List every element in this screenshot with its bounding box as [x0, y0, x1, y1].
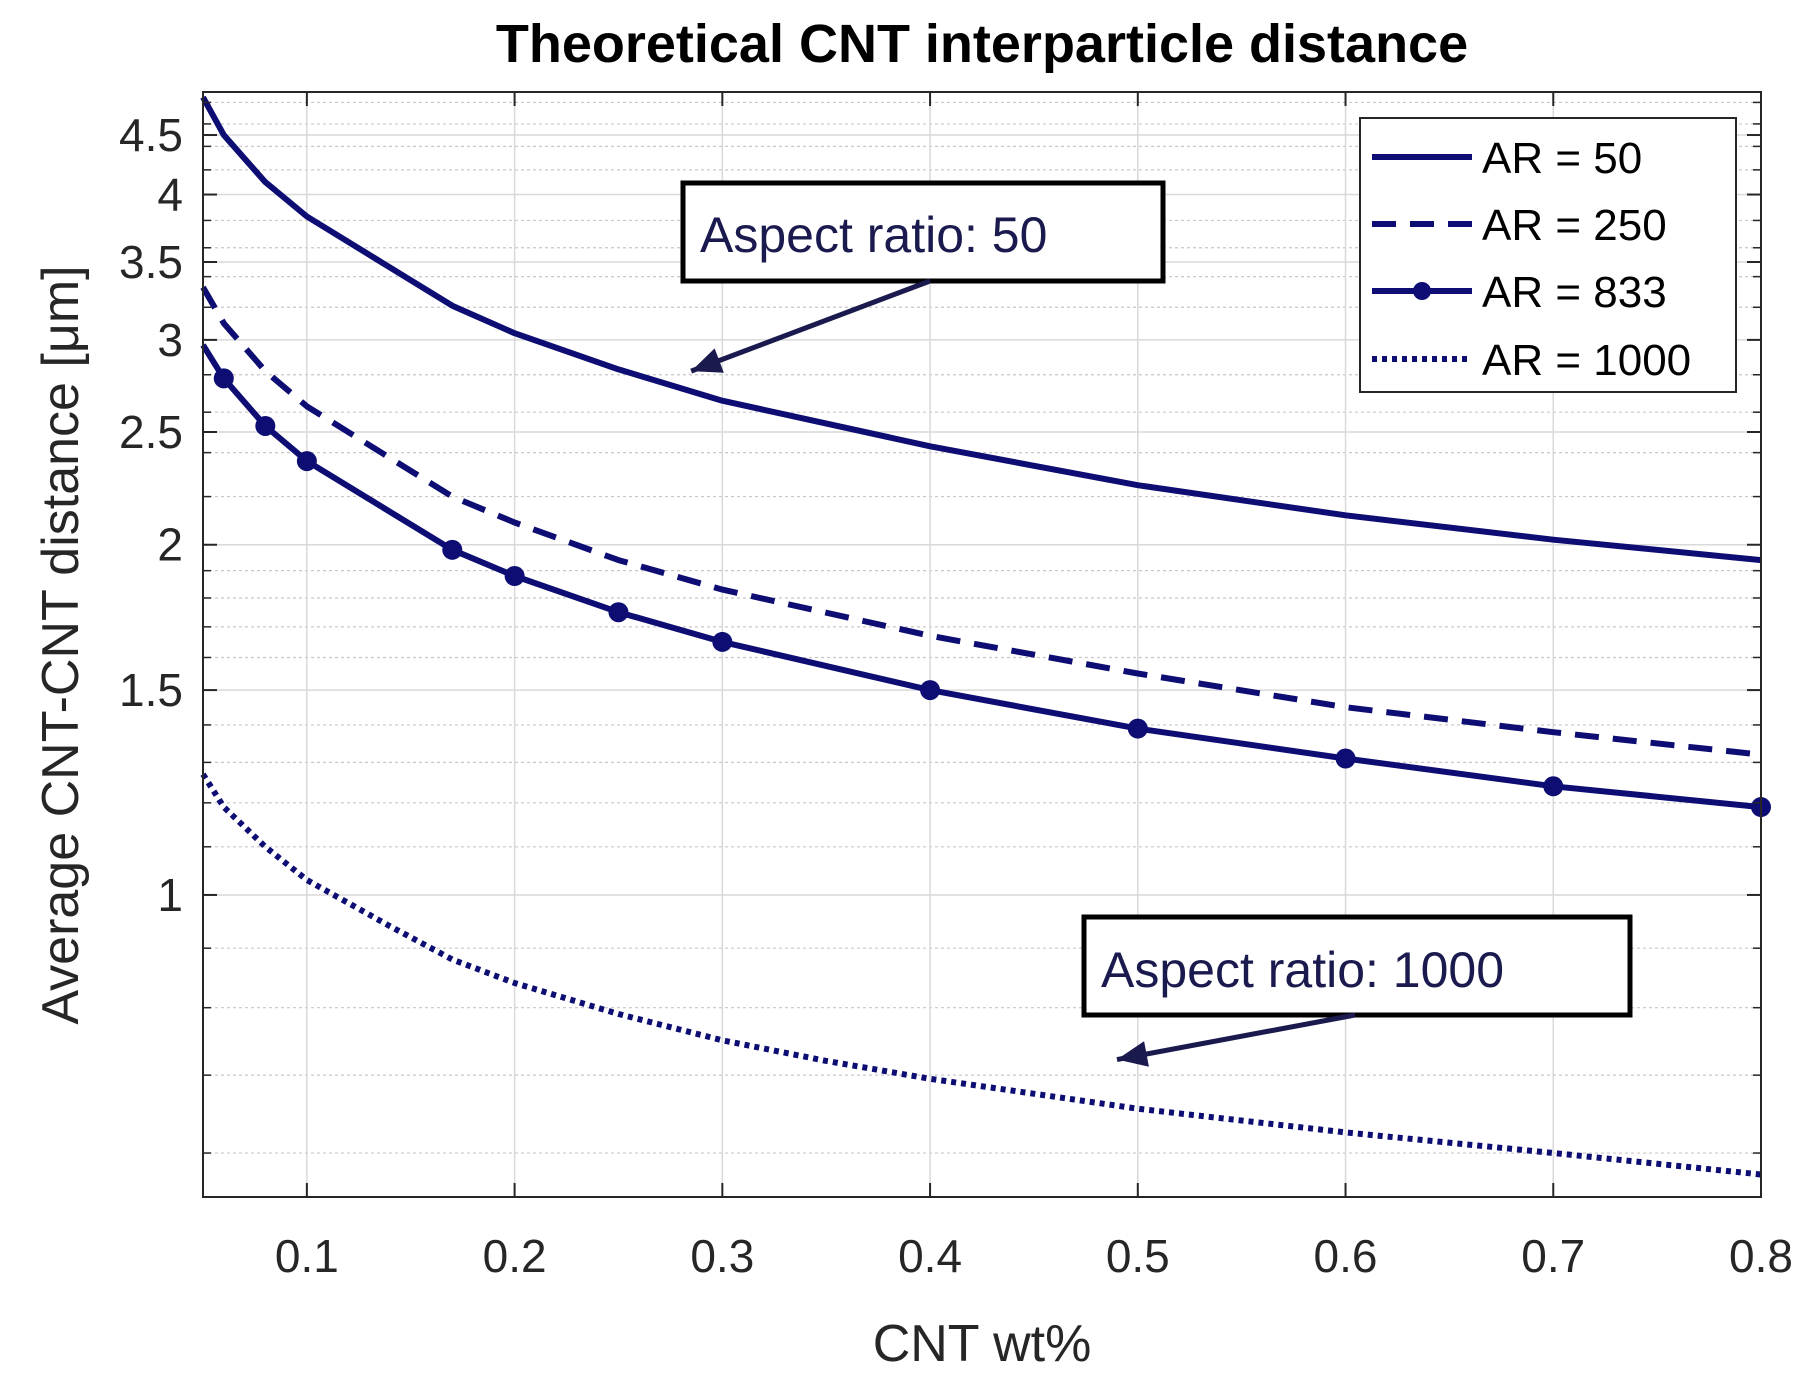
x-tick-label: 0.3 [690, 1230, 754, 1282]
annotation-arrow-head [1117, 1041, 1149, 1067]
legend-label-ar-50: AR = 50 [1482, 134, 1642, 183]
y-tick-label: 3 [157, 314, 183, 366]
data-point-ar-833 [1543, 776, 1564, 797]
annotation-text-ar-50: Aspect ratio: 50 [700, 207, 1047, 263]
series-line-ar-250 [200, 285, 1762, 758]
annotation-arrow-shaft [1116, 1012, 1356, 1062]
x-axis-label: CNT wt% [873, 1315, 1092, 1373]
y-tick-label: 2.5 [119, 406, 183, 458]
annotation-arrow-ar-50 [690, 278, 931, 374]
series-lines [200, 95, 1771, 1178]
data-point-ar-833 [213, 368, 234, 389]
annotation-box-ar-50 [680, 180, 1166, 284]
legend-label-ar-250: AR = 250 [1482, 201, 1667, 250]
y-tick-label: 4.5 [119, 109, 183, 161]
y-axis-label: Average CNT-CNT distance [μm] [32, 265, 90, 1024]
y-tick-label: 4 [157, 169, 183, 221]
data-point-ar-833 [1127, 718, 1148, 739]
legend: AR = 50 AR = 250 AR = 833 AR = 1000 [1359, 117, 1737, 393]
legend-marker-ar-833 [1413, 282, 1431, 300]
data-point-ar-833 [608, 602, 629, 623]
legend-entry-ar-50: AR = 50 [1372, 134, 1642, 183]
legend-label-ar-1000: AR = 1000 [1482, 336, 1691, 385]
x-tick-label: 0.4 [898, 1230, 962, 1282]
y-tick-label: 3.5 [119, 236, 183, 288]
y-tick-label: 1 [157, 869, 183, 921]
data-point-ar-833 [1335, 748, 1356, 769]
legend-entry-ar-1000: AR = 1000 [1372, 336, 1691, 385]
axes-frame [202, 91, 1762, 1198]
legend-entry-ar-250: AR = 250 [1372, 201, 1667, 250]
series-line-ar-1000 [200, 772, 1762, 1178]
data-point-ar-833 [255, 415, 276, 436]
data-point-ar-833 [442, 539, 463, 560]
annotation-text-ar-1000: Aspect ratio: 1000 [1101, 942, 1504, 998]
data-point-ar-833 [712, 631, 733, 652]
x-tick-label: 0.7 [1521, 1230, 1585, 1282]
annotation-box-ar-1000 [1081, 914, 1633, 1018]
chart-title: Theoretical CNT interparticle distance [496, 14, 1468, 74]
annotation-ar-50: Aspect ratio: 50 [680, 180, 1166, 374]
x-tick-label: 0.6 [1314, 1230, 1378, 1282]
x-tick-label: 0.2 [483, 1230, 547, 1282]
data-point-ar-833 [920, 680, 941, 701]
x-tick-label: 0.8 [1729, 1230, 1793, 1282]
annotation-arrow-shaft [690, 278, 931, 374]
legend-box [1359, 117, 1737, 393]
annotation-ar-1000: Aspect ratio: 1000 [1081, 914, 1633, 1067]
legend-label-ar-833: AR = 833 [1482, 268, 1667, 317]
y-tick-label: 1.5 [119, 664, 183, 716]
series-line-ar-50 [200, 95, 1762, 564]
x-tick-label: 0.1 [275, 1230, 339, 1282]
annotation-arrow-head [691, 348, 724, 373]
x-tick-label: 0.5 [1106, 1230, 1170, 1282]
data-point-ar-833 [504, 566, 525, 587]
annotation-arrow-ar-1000 [1116, 1012, 1356, 1067]
y-tick-label: 2 [157, 519, 183, 571]
data-point-ar-833 [296, 451, 317, 472]
axis-ticks: 0.1 0.2 0.3 0.4 0.5 0.6 0.7 0.8 1 1.5 2 2.5 3 3.5 4 4.5 [119, 92, 1793, 1282]
legend-entry-ar-833: AR = 833 [1372, 268, 1667, 317]
